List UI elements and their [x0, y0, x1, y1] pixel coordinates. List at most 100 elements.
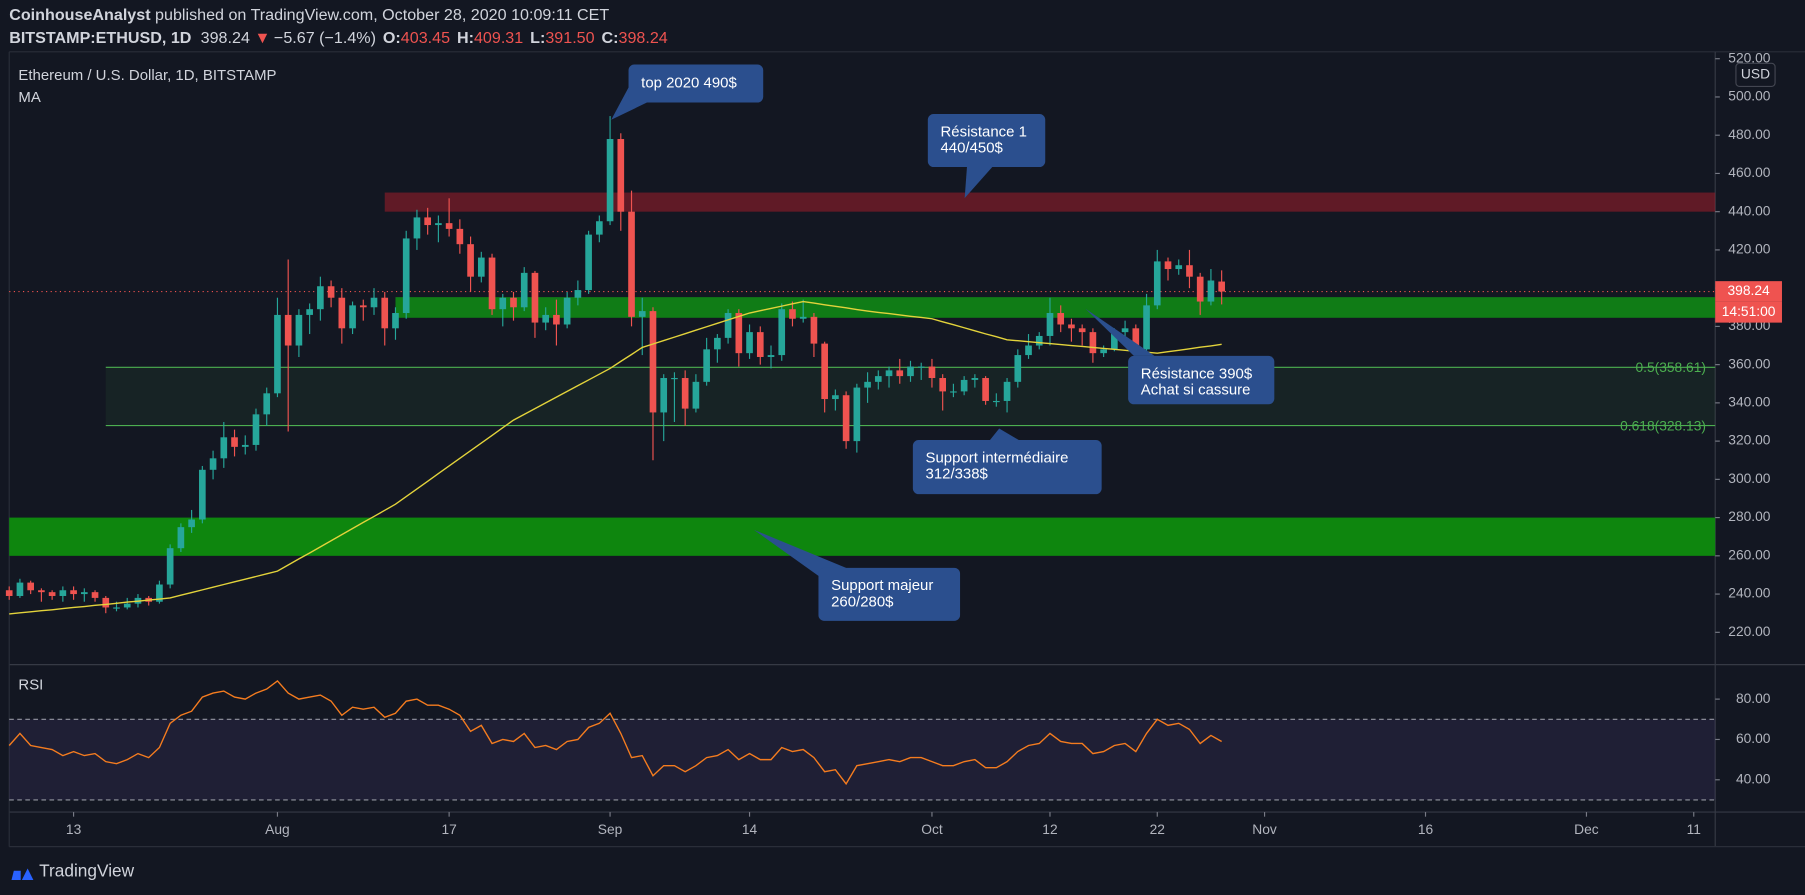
candle-body — [874, 376, 882, 382]
callout-text: Résistance 390$ — [1141, 365, 1253, 382]
y-tick-label: 420.00 — [1728, 241, 1771, 257]
candle-body — [113, 607, 120, 609]
candle-body — [456, 228, 464, 245]
candle-body — [284, 314, 292, 346]
candle-body — [553, 314, 560, 325]
candle-body — [467, 244, 474, 277]
y-tick-label: 480.00 — [1728, 126, 1771, 142]
candle-body — [735, 313, 743, 354]
x-tick-label: Sep — [598, 821, 623, 837]
x-tick-label: 16 — [1418, 821, 1434, 837]
candle-body — [1207, 280, 1215, 302]
candle-body — [724, 313, 732, 338]
ohlc-value: 409.31 — [474, 29, 523, 47]
y-tick-label: 80.00 — [1736, 690, 1771, 706]
candle-body — [1003, 381, 1011, 401]
candle-body — [617, 139, 625, 212]
candle-body — [1143, 305, 1150, 350]
candle-body — [1035, 335, 1043, 346]
candle-body — [596, 221, 603, 235]
zone — [384, 192, 1716, 212]
y-tick-label: 40.00 — [1736, 770, 1771, 786]
rsi-title: RSI — [18, 676, 43, 693]
candle-body — [424, 217, 431, 226]
callout-box — [818, 567, 961, 621]
callout-box — [912, 440, 1102, 495]
candle-body — [188, 519, 195, 528]
candle-body — [263, 393, 271, 415]
candle-body — [660, 378, 668, 413]
callout-text: 440/450$ — [940, 140, 1003, 157]
candle-body — [16, 582, 24, 596]
header-line: CoinhouseAnalyst published on TradingVie… — [9, 6, 609, 24]
candle-body — [381, 297, 389, 329]
candle-body — [993, 400, 1000, 403]
candle-body — [338, 297, 346, 329]
ohlc-key: O: — [383, 29, 401, 47]
candle-body — [799, 316, 807, 319]
rsi-line — [8, 680, 1222, 786]
candle-body — [1186, 265, 1193, 277]
candle-body — [1164, 261, 1172, 270]
zone — [9, 517, 1716, 556]
y-tick-label: 460.00 — [1728, 164, 1771, 180]
candle-body — [842, 395, 850, 442]
y-tick-label: 360.00 — [1728, 355, 1771, 371]
ohlc-value: 391.50 — [545, 29, 594, 47]
y-tick-label: 220.00 — [1728, 623, 1771, 639]
ma-line — [9, 300, 1222, 615]
y-tick-label: 280.00 — [1728, 508, 1771, 524]
callout-text: Achat si cassure — [1141, 381, 1251, 398]
candle-body — [199, 469, 206, 520]
candle-body — [907, 366, 914, 377]
candle-body — [488, 257, 496, 310]
candle-body — [435, 223, 442, 226]
callout-text: top 2020 490$ — [641, 74, 737, 91]
candle-body — [231, 437, 238, 447]
candle-body — [274, 314, 281, 394]
y-tick-label: 340.00 — [1728, 394, 1771, 410]
callout: top 2020 490$ — [611, 64, 764, 120]
x-tick-label: Dec — [1574, 821, 1599, 837]
candle-body — [477, 257, 485, 277]
candle-body — [370, 297, 378, 308]
x-tick-label: 11 — [1687, 821, 1701, 837]
candle-body — [746, 332, 753, 354]
currency-box — [1735, 62, 1776, 87]
candle-body — [714, 337, 721, 350]
candle-body — [402, 238, 410, 314]
candle-body — [971, 378, 979, 380]
candle-body — [80, 592, 88, 595]
candle-body — [821, 343, 828, 400]
change: −5.67 (−1.4%) — [274, 29, 376, 47]
x-tick-label: Oct — [921, 821, 943, 837]
candle-body — [767, 355, 775, 357]
y-tick-label: 320.00 — [1728, 432, 1771, 448]
fib-label: 0.5(358.61) — [1635, 359, 1706, 375]
candle-body — [306, 309, 313, 315]
candle-body — [950, 391, 957, 393]
x-tick-label: 17 — [441, 821, 456, 837]
callout-text: 312/338$ — [926, 466, 989, 483]
ohlc-value: 398.24 — [619, 29, 668, 47]
candle-body — [1089, 332, 1097, 354]
callout-box — [628, 64, 764, 103]
chart-title: Ethereum / U.S. Dollar, 1D, BITSTAMP — [18, 67, 276, 84]
candle-body — [832, 395, 839, 400]
candle-body — [1121, 328, 1129, 333]
candle-body — [1132, 328, 1140, 350]
candle-body — [1014, 355, 1022, 382]
candle-body — [1111, 332, 1118, 350]
currency: USD — [1741, 66, 1770, 82]
candle-body — [123, 603, 131, 608]
arrow: ▼ — [255, 29, 271, 47]
callout-text: Support intermédiaire — [926, 449, 1069, 466]
ohlc-key: C: — [602, 29, 619, 47]
candle-body — [392, 313, 399, 329]
candle-body — [756, 332, 764, 357]
candle-body — [499, 297, 507, 310]
candle-body — [1100, 349, 1107, 354]
